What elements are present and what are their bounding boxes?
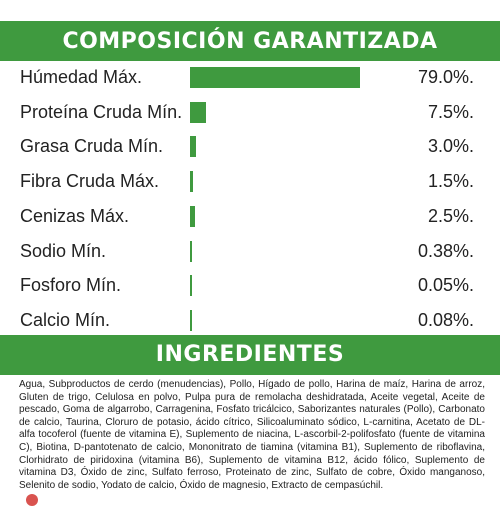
composition-label: Fibra Cruda Máx. [20,171,160,192]
composition-label: Húmedad Máx. [20,67,143,87]
composition-label: Proteína Cruda Mín. [20,101,183,122]
ingredients-list: Agua, Subproductos de cerdo (menudencias… [19,379,485,491]
composition-value-label: 2.5%. [427,205,474,226]
composition-bar [190,136,197,158]
composition-label: Grasa Cruda Mín. [20,136,164,157]
composition-row: Proteína Cruda Mín. 7.5%. [0,98,500,132]
logo-mark-icon [26,494,38,506]
composition-value-label: 0.38%. [417,240,474,261]
composition-value-label: 1.5%. [427,171,474,192]
composition-bar [190,205,196,227]
composition-row: Fosforo Mín. 0.05%. [0,271,500,305]
composition-label: Cenizas Máx. [20,205,130,226]
composition-value-label: 79.0%. [417,67,474,87]
composition-row: Húmedad Máx. 79.0%. [0,63,500,97]
composition-value-label: 0.05%. [417,275,474,296]
ingredients-title-banner: INGREDIENTES [0,335,500,375]
composition-label: Fosforo Mín. [20,275,122,296]
composition-row: Fibra Cruda Máx. 1.5%. [0,167,500,201]
composition-row: Sodio Mín. 0.38%. [0,237,500,271]
composition-bar [190,240,192,262]
composition-value-label: 3.0%. [427,136,474,157]
composition-value-label: 7.5%. [427,101,474,122]
composition-value-label: 0.08%. [417,309,474,330]
composition-bar [190,309,192,331]
composition-bar [190,171,194,193]
composition-row: Cenizas Máx. 2.5%. [0,202,500,236]
composition-title-banner: COMPOSICIÓN GARANTIZADA [0,21,500,61]
composition-row: Grasa Cruda Mín. 3.0%. [0,132,500,166]
composition-row: Calcio Mín. 0.08%. [0,306,500,340]
composition-bar [190,275,192,297]
composition-bar [190,101,207,123]
composition-label: Calcio Mín. [20,309,111,330]
composition-label: Sodio Mín. [20,240,107,261]
composition-bar [190,67,360,88]
